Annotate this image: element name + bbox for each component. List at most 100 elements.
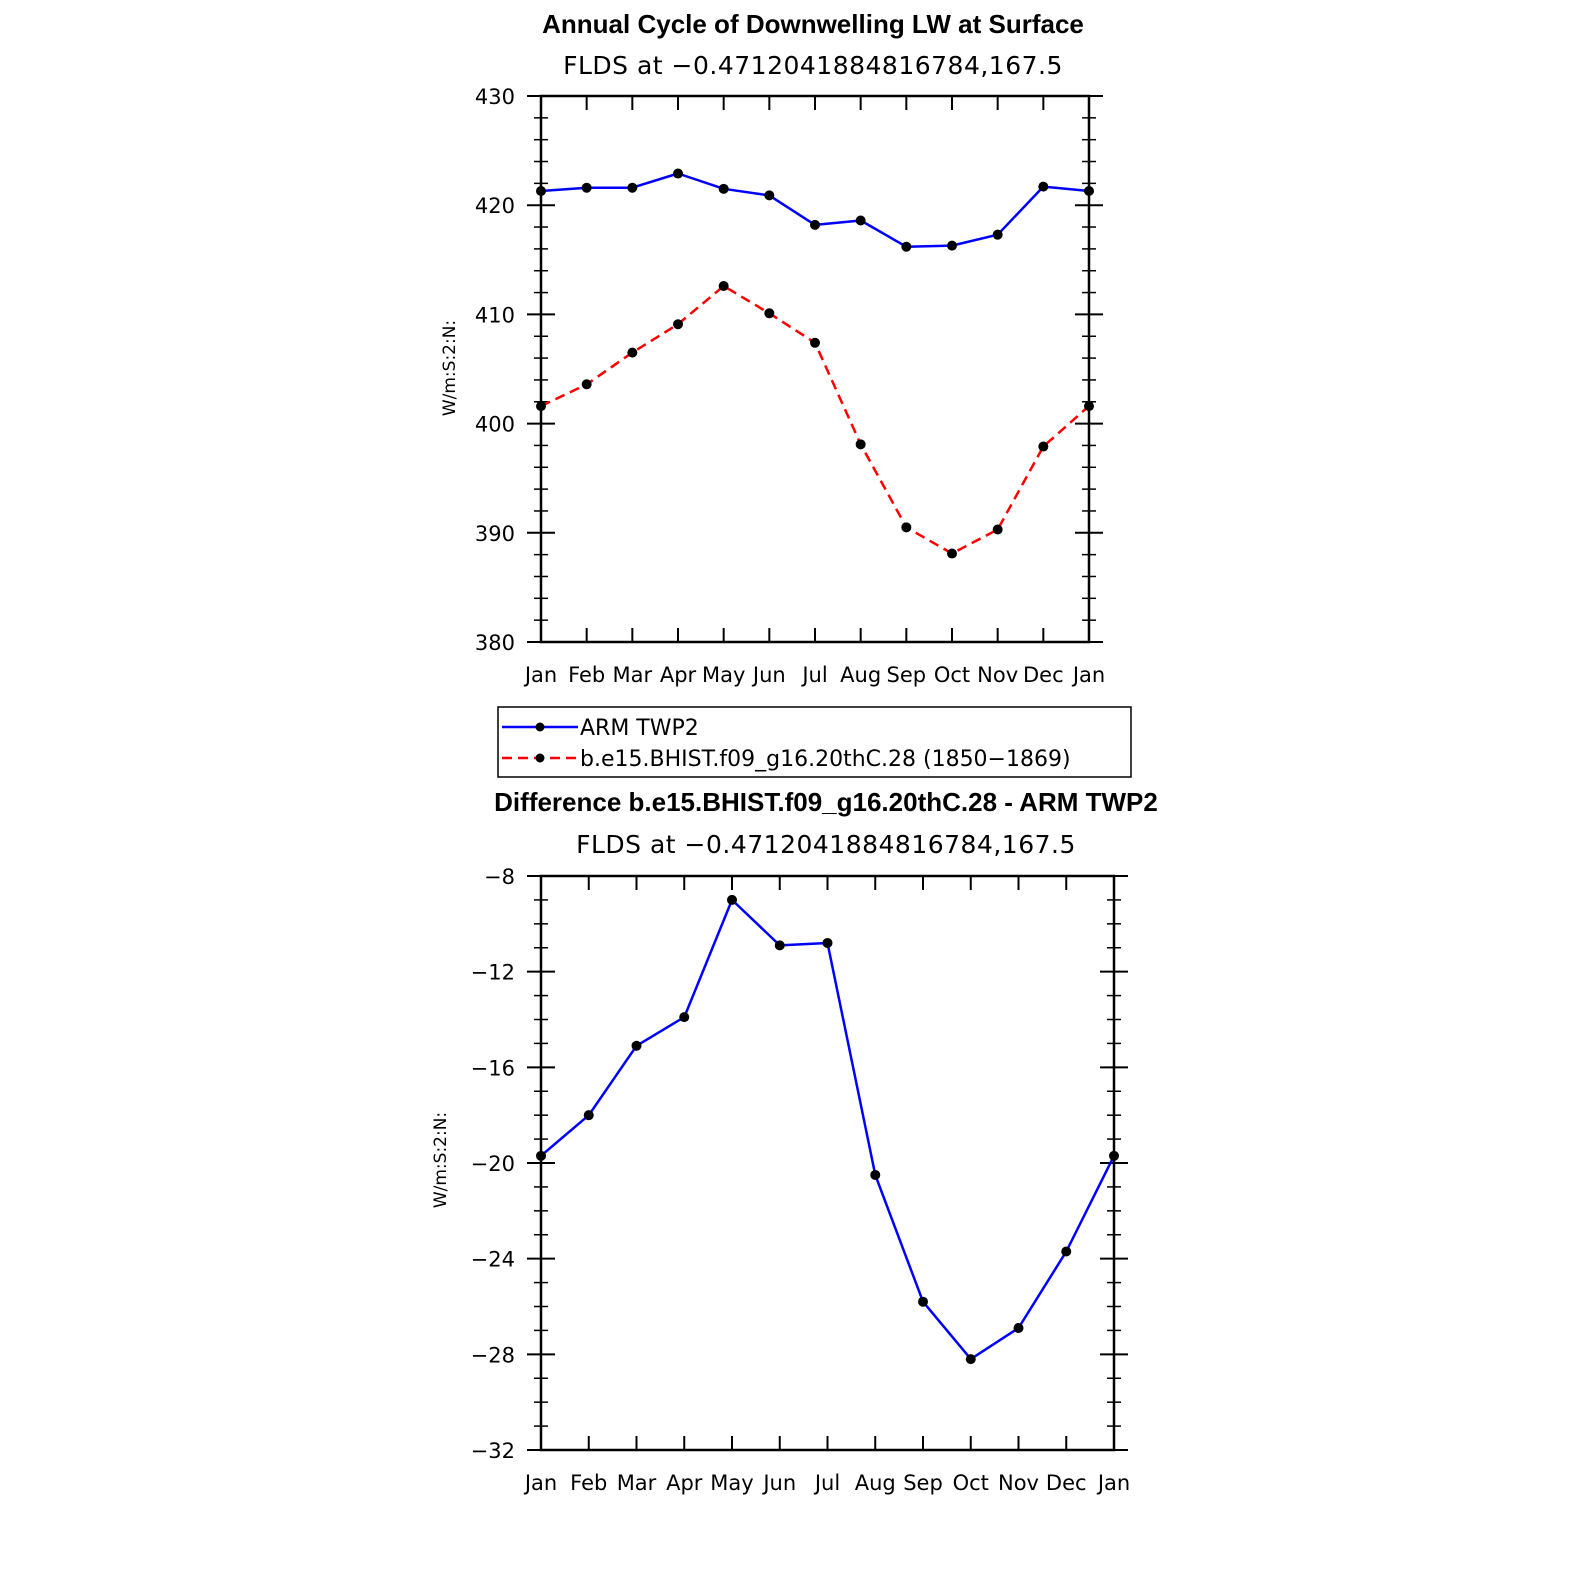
legend: ARM TWP2 b.e15.BHIST.f09_g16.20thC.28 (1… <box>497 706 1132 778</box>
bottom-chart-subtitle: FLDS at −0.4712041884816784,167.5 <box>576 830 1076 859</box>
bottom-chart-marks <box>536 894 1119 1365</box>
legend-marker-model <box>535 753 545 763</box>
top-chart-x-tick-label: Jan <box>523 663 557 687</box>
top-chart-x-tick-label: Mar <box>613 663 653 687</box>
top-chart-series-1-point <box>536 401 546 412</box>
top-chart-series-1-point <box>947 548 957 559</box>
bottom-chart-y-axis-label: W/m:S:2:N: <box>431 1112 451 1208</box>
top-chart-y-tick-label: 420 <box>475 194 515 218</box>
top-chart-x-tick-label: Aug <box>840 663 881 687</box>
top-chart-series-0-point <box>947 240 957 251</box>
top-chart-series-1-point <box>855 439 866 450</box>
top-chart-series-1-point <box>673 319 683 330</box>
bottom-chart-series-0-point <box>870 1169 881 1180</box>
bottom-chart-y-tick-label: −16 <box>471 1056 515 1080</box>
bottom-chart-x-tick-label: May <box>710 1471 753 1495</box>
top-chart-x-tick-label: Nov <box>977 663 1018 687</box>
top-chart-series-0-point <box>901 241 912 252</box>
top-chart-series-0-point <box>536 186 546 197</box>
top-chart-x-tick-label: Jun <box>751 663 786 687</box>
bottom-chart-panel: Difference b.e15.BHIST.f09_g16.20thC.28 … <box>431 787 1158 1495</box>
top-chart-series-0-point <box>673 168 683 179</box>
top-chart-y-tick-label: 380 <box>475 631 515 655</box>
top-chart-y-tick-label: 390 <box>475 522 515 546</box>
bottom-chart-series-0-point <box>1109 1150 1119 1161</box>
bottom-chart-x-tick-label: Jan <box>523 1471 557 1495</box>
bottom-chart-series-0-point <box>774 940 785 951</box>
top-chart-marks <box>536 168 1094 559</box>
bottom-chart-y-tick-label: −24 <box>471 1248 515 1272</box>
top-chart-x-tick-label: Feb <box>568 663 605 687</box>
top-chart-x-tick-label: Jan <box>1071 663 1105 687</box>
bottom-chart-plot-frame <box>539 874 1116 1452</box>
top-chart-x-tick-label: Oct <box>934 663 970 687</box>
top-chart-series-0-point <box>627 182 638 193</box>
top-chart-x-tick-label: May <box>702 663 745 687</box>
top-chart-series-1-point <box>901 522 912 533</box>
top-chart-title: Annual Cycle of Downwelling LW at Surfac… <box>542 9 1084 39</box>
bottom-chart-series-0-point <box>1013 1323 1024 1334</box>
bottom-chart-series-0-point <box>918 1296 928 1307</box>
bottom-chart-x-tick-label: Dec <box>1046 1471 1087 1495</box>
bottom-chart-axes: −32 −28 −24 −20 −16 −12 −8 Jan Feb Mar Apr May Jun Ju… <box>471 865 1131 1495</box>
bottom-chart-series-0-point <box>965 1354 976 1365</box>
top-chart-x-tick-label: Jul <box>800 663 827 687</box>
top-chart-series-1-point <box>810 337 820 348</box>
legend-label-arm-twp2: ARM TWP2 <box>580 716 699 741</box>
bottom-chart-y-tick-label: −28 <box>471 1343 515 1367</box>
bottom-chart-series-0-point <box>583 1110 594 1121</box>
bottom-chart-x-tick-label: Oct <box>953 1471 989 1495</box>
bottom-chart-y-tick-label: −32 <box>471 1439 515 1463</box>
top-chart-series-0-point <box>764 190 775 201</box>
top-chart-series-1-point <box>718 281 729 292</box>
legend-label-model: b.e15.BHIST.f09_g16.20thC.28 (1850−1869) <box>580 747 1071 772</box>
top-chart-series-0-point <box>992 229 1003 240</box>
top-chart-x-tick-label: Apr <box>660 663 697 687</box>
top-chart-y-axis-label: W/m:S:2:N: <box>440 320 460 416</box>
bottom-chart-y-tick-label: −12 <box>471 961 515 985</box>
top-chart-subtitle: FLDS at −0.4712041884816784,167.5 <box>563 51 1063 80</box>
bottom-chart-x-tick-label: Feb <box>570 1471 607 1495</box>
bottom-chart-series-0-point <box>631 1040 642 1051</box>
bottom-chart-series-0-point <box>727 894 737 905</box>
top-chart-series-1-point <box>627 347 638 358</box>
top-chart-series-0-point <box>810 219 820 230</box>
top-chart-series-line-0 <box>540 172 1090 248</box>
legend-box <box>497 706 1132 778</box>
top-chart-series-0-point <box>1038 181 1049 192</box>
bottom-chart-y-tick-label: −8 <box>484 865 515 889</box>
top-chart-series-1-point <box>1038 441 1049 452</box>
top-chart-plot-frame <box>539 94 1091 644</box>
bottom-chart-x-tick-label: Nov <box>998 1471 1039 1495</box>
bottom-chart-x-tick-label: Jan <box>1096 1471 1130 1495</box>
bottom-chart-x-tick-label: Apr <box>666 1471 703 1495</box>
legend-marker-arm-twp2 <box>535 722 545 732</box>
top-chart-y-tick-label: 400 <box>475 413 515 437</box>
bottom-chart-series-0-point <box>1061 1246 1072 1257</box>
bottom-chart-y-tick-label: −20 <box>471 1152 515 1176</box>
bottom-chart-x-tick-label: Mar <box>617 1471 657 1495</box>
bottom-chart-series-0-point <box>679 1012 690 1023</box>
bottom-chart-x-tick-label: Jul <box>813 1471 840 1495</box>
top-chart-series-0-point <box>581 182 592 193</box>
top-chart-series-1-point <box>764 308 775 319</box>
top-chart-series-1-point <box>1084 401 1094 412</box>
top-chart-series-line-1 <box>540 284 1090 555</box>
bottom-chart-series-0-point <box>822 937 833 948</box>
top-chart-y-tick-label: 430 <box>475 85 515 109</box>
top-chart-series-0-point <box>1084 186 1094 197</box>
top-chart-series-1-point <box>992 524 1003 535</box>
top-chart-x-tick-label: Sep <box>887 663 927 687</box>
bottom-chart-series-line-0 <box>540 898 1116 1361</box>
bottom-chart-x-tick-label: Sep <box>903 1471 943 1495</box>
bottom-chart-title: Difference b.e15.BHIST.f09_g16.20thC.28 … <box>494 787 1158 817</box>
top-chart-panel: Annual Cycle of Downwelling LW at Surfac… <box>440 9 1105 687</box>
bottom-chart-x-tick-label: Aug <box>855 1471 896 1495</box>
top-chart-x-tick-label: Dec <box>1023 663 1064 687</box>
bottom-chart-series-0-point <box>536 1150 546 1161</box>
top-chart-series-1-point <box>581 379 592 390</box>
bottom-chart-x-tick-label: Jun <box>761 1471 796 1495</box>
top-chart-series-0-point <box>718 183 729 194</box>
top-chart-axes: 380 390 400 410 420 430 Jan Feb Mar Apr May Jun Jul A… <box>475 85 1105 687</box>
